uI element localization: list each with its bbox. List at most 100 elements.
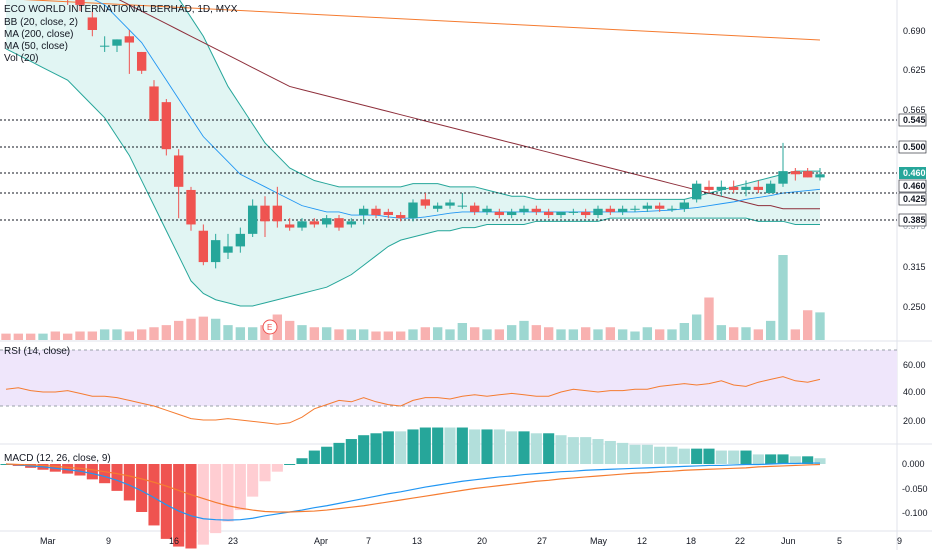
candle-body <box>741 186 751 190</box>
volume-bar <box>173 320 184 340</box>
candle-body <box>691 183 702 200</box>
macd-tick-0: 0.000 <box>902 459 925 469</box>
macd-histogram-bar <box>333 442 345 464</box>
x-label-12: 12 <box>637 536 647 546</box>
signal-line <box>5 463 821 513</box>
x-label-22: 22 <box>735 536 745 546</box>
candle-body <box>469 205 480 212</box>
bb-fill <box>6 0 820 306</box>
candle-body <box>334 218 344 228</box>
volume-bar <box>432 327 443 340</box>
volume-bar <box>716 325 727 340</box>
macd-histogram-bar <box>86 464 98 480</box>
price-tick-0250: 0.250 <box>903 302 926 312</box>
volume-bar <box>568 329 579 340</box>
volume-bar <box>223 325 233 340</box>
candle-body <box>321 218 332 225</box>
volume-bar <box>1 333 11 340</box>
macd-histogram-bar <box>555 435 567 464</box>
macd-histogram-bar <box>530 433 542 464</box>
x-label-18: 18 <box>686 536 696 546</box>
candle-body <box>210 240 221 263</box>
volume-bar <box>617 329 628 340</box>
rsi-band <box>0 350 897 406</box>
volume-bar <box>667 329 677 340</box>
volume-bar <box>50 331 61 340</box>
candle-body <box>186 189 196 225</box>
volume-bar <box>654 329 665 340</box>
macd-histogram-bar <box>617 442 629 464</box>
macd-histogram-bar <box>185 464 197 549</box>
volume-bar <box>395 331 406 340</box>
legend-ma50[interactable]: MA (50, close) <box>4 41 68 52</box>
x-label-5: 5 <box>837 536 842 546</box>
volume-bar <box>124 331 135 340</box>
volume-bar <box>753 329 764 340</box>
candle-body <box>161 102 172 150</box>
volume-bar <box>112 329 122 340</box>
macd-histogram-bar <box>247 464 259 497</box>
macd-histogram-bar <box>802 456 814 464</box>
candle-body <box>420 199 431 206</box>
macd-histogram-bar <box>691 448 703 464</box>
candle-body <box>432 205 443 209</box>
macd-histogram-bar <box>160 464 172 539</box>
macd-pane[interactable] <box>0 427 826 549</box>
macd-histogram-bar <box>345 439 357 464</box>
macd-histogram-bar <box>395 431 407 464</box>
macd-histogram-bar <box>666 446 678 464</box>
macd-histogram-bar <box>715 450 727 464</box>
macd-histogram-bar <box>271 464 283 472</box>
volume-bar <box>556 329 566 340</box>
volume-bar <box>482 329 492 340</box>
candle-body <box>87 17 98 30</box>
main-price-pane[interactable]: E <box>0 0 897 340</box>
legend-ma200[interactable]: MA (200, close) <box>4 29 74 40</box>
volume-bar <box>87 331 98 340</box>
candle-body <box>124 36 135 43</box>
macd-histogram-bar <box>234 464 246 511</box>
macd-histogram-bar <box>777 454 789 464</box>
volume-bar <box>778 255 788 340</box>
candle-body <box>654 205 665 209</box>
x-label-13: 13 <box>412 536 422 546</box>
rsi-pane[interactable] <box>0 349 897 425</box>
volume-bar <box>198 316 209 340</box>
legend-macd[interactable]: MACD (12, 26, close, 9) <box>4 453 111 464</box>
volume-bar <box>149 327 159 340</box>
volume-bar <box>358 329 369 340</box>
svg-text:0.385: 0.385 <box>903 215 926 225</box>
volume-bar <box>790 329 801 340</box>
chart-title[interactable]: ECO WORLD INTERNATIONAL BERHAD, 1D, MYX <box>4 4 238 15</box>
candle-body <box>531 208 542 212</box>
legend-vol[interactable]: Vol (20) <box>4 53 39 64</box>
legend-rsi[interactable]: RSI (14, close) <box>4 346 71 357</box>
volume-bar <box>741 327 751 340</box>
candle-body <box>346 221 357 225</box>
ma200-line <box>22 0 821 41</box>
svg-text:0.500: 0.500 <box>903 142 926 152</box>
macd-histogram-bar <box>197 464 209 545</box>
volume-bar <box>605 327 616 340</box>
macd-histogram-bar <box>222 464 234 522</box>
volume-bar <box>815 312 825 340</box>
price-tick-0625: 0.625 <box>903 65 926 75</box>
volume-bar <box>531 325 542 340</box>
volume-bar <box>580 327 591 340</box>
svg-text:0.460: 0.460 <box>903 181 926 191</box>
candle-body <box>728 186 739 190</box>
volume-bar <box>506 325 517 340</box>
volume-bar <box>519 320 529 340</box>
volume-bar <box>420 327 431 340</box>
candle-body <box>371 208 381 216</box>
legend-bb[interactable]: BB (20, close, 2) <box>4 17 78 28</box>
macd-histogram-bar <box>641 444 653 464</box>
macd-histogram-bar <box>752 454 764 464</box>
level-tag-0545: 0.545 <box>898 113 927 127</box>
level-tag-0385: 0.385 <box>898 213 927 227</box>
candle-body <box>284 224 295 228</box>
candle-body <box>556 211 566 216</box>
candle-body <box>482 208 492 212</box>
volume-bar <box>334 329 344 340</box>
